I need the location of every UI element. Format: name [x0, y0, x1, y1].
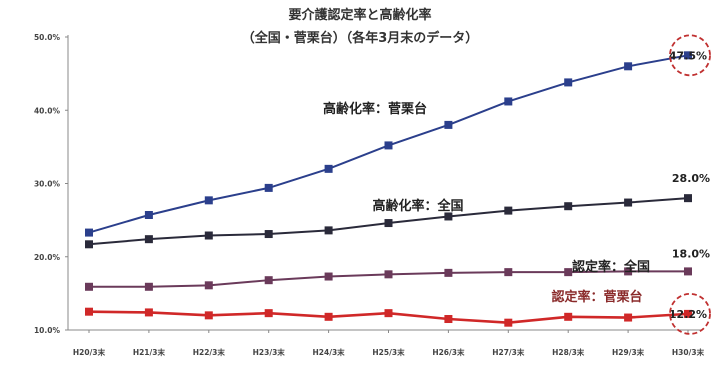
data-point-marker — [264, 183, 273, 192]
x-tick-label: H28/3末 — [552, 347, 585, 357]
y-tick-label: 10.0% — [34, 326, 61, 335]
highlight-circle — [669, 34, 711, 77]
data-point-marker — [444, 268, 453, 277]
data-point-marker — [324, 164, 333, 173]
end-value-label: 18.0% — [672, 247, 710, 260]
data-point-marker — [684, 51, 692, 60]
data-point-marker — [444, 315, 453, 324]
data-point-marker — [204, 231, 213, 240]
data-point-marker — [384, 219, 393, 228]
x-tick-label: H25/3末 — [372, 347, 405, 357]
x-tick-label: H27/3末 — [492, 347, 525, 357]
y-tick-label: 20.0% — [34, 253, 61, 262]
data-point-marker — [504, 206, 513, 215]
data-point-marker — [624, 62, 633, 71]
data-point-marker — [85, 282, 93, 291]
data-point-marker — [144, 282, 153, 291]
axes: 10.0% 20.0% 30.0% 40.0% 50.0% H20/3末 H21/3末 H22… — [34, 33, 705, 357]
data-point-marker — [384, 309, 393, 318]
data-point-marker — [564, 268, 573, 277]
data-point-marker — [264, 309, 273, 318]
data-point-marker — [144, 210, 153, 219]
y-tick-label: 50.0% — [34, 33, 61, 42]
data-point-marker — [684, 309, 692, 318]
data-point-marker — [324, 226, 333, 235]
data-point-marker — [264, 230, 273, 239]
data-point-marker — [85, 307, 93, 316]
data-point-marker — [504, 97, 513, 106]
data-point-marker — [444, 120, 453, 129]
data-point-marker — [564, 78, 573, 87]
data-point-marker — [564, 202, 573, 211]
end-value-label: 47.5% — [669, 49, 707, 62]
data-point-marker — [504, 268, 513, 277]
chart-subtitle: （全国・菅栗台）（各年3月末のデータ） — [242, 30, 479, 46]
data-point-marker — [144, 235, 153, 244]
series-name-label: 高齢化率：菅栗台 — [323, 101, 427, 117]
series-name-label: 認定率：菅栗台 — [551, 289, 642, 305]
series-layer — [85, 51, 692, 327]
highlight-circle — [669, 292, 711, 335]
data-point-marker — [204, 196, 213, 205]
data-point-marker — [624, 313, 633, 322]
data-point-marker — [444, 212, 453, 221]
data-point-marker — [324, 312, 333, 321]
end-value-label: 28.0% — [672, 172, 710, 185]
data-point-marker — [684, 194, 692, 203]
x-tick-label: H29/3末 — [612, 347, 645, 357]
data-point-marker — [324, 272, 333, 281]
data-point-marker — [384, 270, 393, 279]
x-tick-label: H22/3末 — [193, 347, 226, 357]
data-point-marker — [85, 228, 93, 237]
x-tick-label: H30/3末 — [672, 347, 705, 357]
labels-layer: 高齢化率：菅栗台 47.5% 高齢化率：全国 28.0% 認定率：全国 18.0% 認定率：… — [323, 34, 711, 335]
data-point-marker — [204, 311, 213, 320]
y-tick-label: 30.0% — [34, 180, 61, 189]
data-point-marker — [85, 240, 93, 249]
end-value-label: 12.2% — [669, 308, 707, 321]
series-name-label: 高齢化率：全国 — [372, 198, 463, 214]
x-tick-label: H23/3末 — [253, 347, 286, 357]
data-point-marker — [564, 312, 573, 321]
data-point-marker — [204, 281, 213, 290]
x-tick-label: H21/3末 — [133, 347, 166, 357]
data-point-marker — [624, 267, 633, 276]
data-point-marker — [384, 141, 393, 150]
data-point-marker — [624, 198, 633, 207]
x-tick-label: H20/3末 — [73, 347, 106, 357]
data-point-marker — [264, 276, 273, 285]
data-point-marker — [684, 267, 692, 276]
chart-title: 要介護認定率と高齢化率 — [288, 7, 431, 23]
x-tick-label: H26/3末 — [432, 347, 465, 357]
series-name-label: 認定率：全国 — [572, 259, 650, 275]
y-tick-label: 40.0% — [34, 106, 61, 115]
x-tick-label: H24/3末 — [313, 347, 346, 357]
data-point-marker — [504, 318, 513, 327]
data-point-marker — [144, 308, 153, 317]
